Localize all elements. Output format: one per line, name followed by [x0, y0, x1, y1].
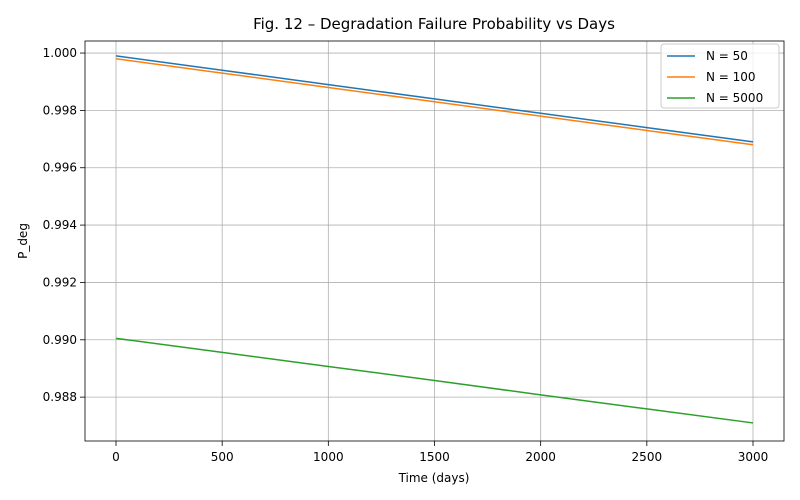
x-tick-label: 3000 — [738, 450, 769, 464]
y-tick-label: 0.988 — [43, 390, 77, 404]
series-line-0 — [115, 55, 754, 143]
series-group — [115, 55, 754, 424]
x-axis: 0 500 1000 1500 2000 2500 3000 — [112, 441, 768, 464]
legend-box — [660, 43, 780, 109]
x-tick-label: 1500 — [419, 450, 450, 464]
x-tick-label: 1000 — [313, 450, 344, 464]
x-axis-label: Time (days) — [398, 471, 470, 485]
x-tick-label: 2500 — [632, 450, 663, 464]
y-tick-label: 0.994 — [43, 218, 77, 232]
legend: N = 50 N = 100 N = 5000 — [660, 43, 780, 109]
x-tick-label: 500 — [211, 450, 234, 464]
y-tick-label: 0.992 — [43, 275, 77, 289]
legend-label-1: N = 100 — [706, 70, 756, 84]
x-tick-label: 2000 — [525, 450, 556, 464]
x-tick-label: 0 — [112, 450, 120, 464]
grid — [85, 41, 784, 441]
chart-title: Fig. 12 – Degradation Failure Probabilit… — [253, 15, 615, 33]
y-tick-label: 0.990 — [43, 333, 77, 347]
y-tick-label: 0.998 — [43, 103, 77, 117]
y-tick-label: 1.000 — [43, 46, 77, 60]
series-line-1 — [115, 58, 754, 146]
legend-label-2: N = 5000 — [706, 91, 763, 105]
y-tick-label: 0.996 — [43, 161, 77, 175]
y-axis: 0.988 0.990 0.992 0.994 0.996 0.998 1.000 — [43, 46, 85, 404]
y-axis-label: P_deg — [16, 223, 30, 259]
legend-label-0: N = 50 — [706, 49, 748, 63]
series-line-2 — [115, 337, 754, 424]
